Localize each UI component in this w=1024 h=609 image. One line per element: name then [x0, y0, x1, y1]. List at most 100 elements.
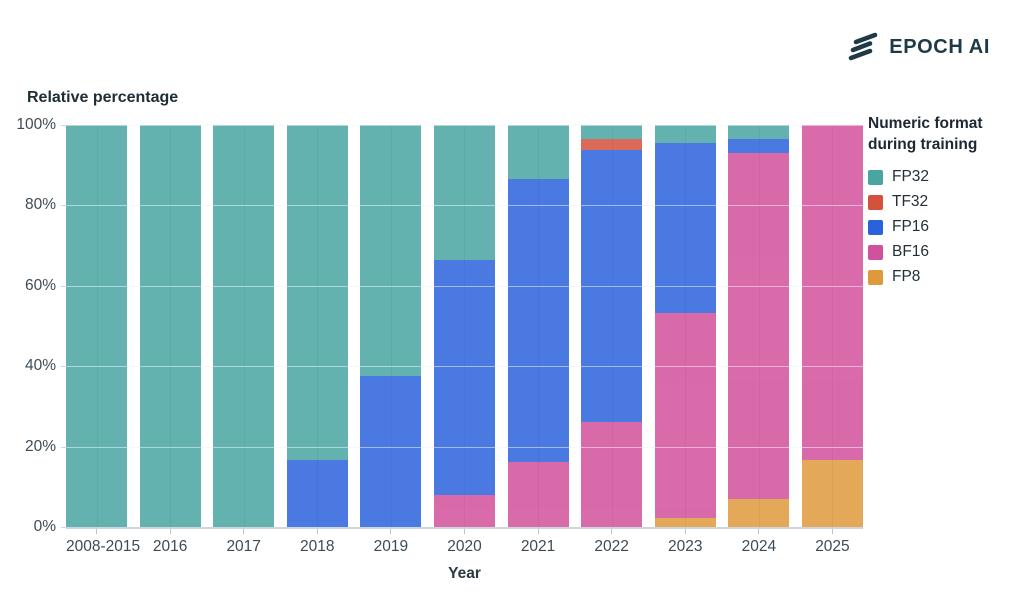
x-tick: [66, 529, 127, 534]
bar-centerline: [170, 125, 172, 527]
bar-segment-fp32[interactable]: [360, 125, 422, 377]
bar-segment-fp8[interactable]: [801, 459, 863, 527]
x-tick-mark: [169, 529, 171, 534]
legend-item-bf16[interactable]: BF16: [868, 240, 1020, 265]
legend-item-fp32[interactable]: FP32: [868, 165, 1020, 190]
x-tick: [140, 529, 201, 534]
bar-centerline: [464, 125, 466, 527]
bar-stack: [654, 125, 716, 527]
plot-area: [66, 125, 863, 529]
bar-segment-fp16[interactable]: [360, 376, 422, 527]
x-tick-mark: [831, 529, 833, 534]
bar-stack: [507, 125, 569, 527]
x-axis-title: Year: [448, 565, 481, 582]
bar-segment-bf16[interactable]: [581, 422, 643, 527]
y-tick-label: 100%: [16, 116, 56, 133]
bar-stack: [728, 125, 790, 527]
bar-segment-fp16[interactable]: [507, 179, 569, 462]
bar-2018[interactable]: [286, 125, 348, 527]
bar-centerline: [685, 125, 687, 527]
bar-segment-bf16[interactable]: [433, 494, 495, 527]
bar-2008-2015[interactable]: [66, 125, 127, 527]
bar-segment-fp32[interactable]: [728, 125, 790, 140]
y-tick-label: 20%: [24, 437, 56, 455]
legend: Numeric format during training FP32 TF32 F…: [868, 114, 1020, 290]
bar-2025[interactable]: [801, 125, 863, 527]
bar-segment-fp32[interactable]: [213, 125, 275, 527]
bar-segment-fp16[interactable]: [728, 139, 790, 154]
bars-row: [66, 125, 863, 527]
x-tick-mark: [243, 529, 245, 534]
bar-2024[interactable]: [728, 125, 790, 527]
x-tick: [360, 529, 421, 534]
legend-title: Numeric format during training: [868, 115, 983, 153]
x-tick-mark: [684, 529, 686, 534]
x-tick-label: 2021: [520, 538, 556, 555]
epoch-slashes-icon: [848, 32, 878, 61]
brand: EPOCH AI: [846, 30, 990, 64]
bar-segment-fp32[interactable]: [139, 125, 201, 527]
y-tick-mark: [61, 446, 66, 448]
bar-stack: [66, 125, 127, 527]
legend-item-fp16[interactable]: FP16: [868, 215, 1020, 240]
y-tick-mark: [61, 527, 66, 528]
y-tick-mark: [61, 125, 66, 126]
bar-segment-fp32[interactable]: [286, 125, 348, 460]
bar-segment-tf32[interactable]: [581, 139, 643, 150]
y-tick-mark: [61, 285, 66, 287]
bar-segment-fp32[interactable]: [581, 125, 643, 140]
legend-swatch-fp16: [868, 219, 883, 235]
bar-segment-fp16[interactable]: [286, 459, 348, 527]
y-tick-label: 60%: [24, 276, 56, 294]
bar-segment-bf16[interactable]: [728, 153, 790, 499]
bar-segment-fp16[interactable]: [654, 143, 716, 314]
bar-stack: [801, 125, 863, 527]
x-tick-label: 2019: [373, 538, 409, 555]
x-tick: [728, 529, 789, 534]
x-tick-mark: [316, 529, 318, 534]
bar-centerline: [611, 125, 613, 527]
bar-2016[interactable]: [139, 125, 201, 527]
y-tick-mark: [61, 205, 66, 207]
bar-segment-bf16[interactable]: [801, 125, 863, 460]
legend-item-tf32[interactable]: TF32: [868, 190, 1020, 215]
bar-2019[interactable]: [360, 125, 422, 527]
y-tick-label: 80%: [24, 196, 56, 214]
x-axis-ticks: [66, 529, 863, 534]
x-tick-label: 2022: [594, 538, 629, 555]
bar-2022[interactable]: [581, 125, 643, 527]
y-tick-mark: [61, 366, 66, 368]
bar-stack: [213, 125, 275, 527]
bar-segment-fp8[interactable]: [728, 498, 790, 527]
x-tick-label: 2017: [226, 538, 261, 555]
bar-centerline: [538, 125, 540, 527]
x-tick: [287, 529, 348, 534]
bar-2021[interactable]: [507, 125, 569, 527]
x-tick-mark: [611, 529, 613, 534]
bar-segment-fp32[interactable]: [66, 125, 127, 527]
bar-centerline: [243, 125, 245, 527]
legend-item-fp8[interactable]: FP8: [868, 265, 1020, 290]
legend-swatch-fp32: [868, 169, 883, 185]
bar-segment-bf16[interactable]: [654, 313, 716, 519]
bar-segment-fp32[interactable]: [654, 125, 716, 144]
bar-segment-fp32[interactable]: [507, 125, 569, 180]
bar-segment-bf16[interactable]: [507, 461, 569, 527]
bar-stack: [433, 125, 495, 527]
bar-segment-fp16[interactable]: [433, 260, 495, 495]
x-axis-labels: 2008-2015 2016 2017 2018 2019 2020 2021 2022 202…: [66, 538, 863, 556]
bar-segment-fp32[interactable]: [433, 125, 495, 261]
x-tick-label: 2008-2015: [66, 538, 141, 555]
bar-2023[interactable]: [654, 125, 716, 527]
legend-label: BF16: [892, 243, 930, 261]
x-tick: [581, 529, 642, 534]
chart-title: Relative percentage: [27, 89, 179, 106]
x-tick-mark: [537, 529, 539, 534]
x-tick-label: 2025: [815, 538, 850, 555]
bar-segment-fp8[interactable]: [654, 518, 716, 527]
bar-stack: [360, 125, 422, 527]
x-tick-mark: [758, 529, 760, 534]
bar-2020[interactable]: [433, 125, 495, 527]
x-tick-mark: [96, 529, 97, 534]
bar-2017[interactable]: [213, 125, 275, 527]
